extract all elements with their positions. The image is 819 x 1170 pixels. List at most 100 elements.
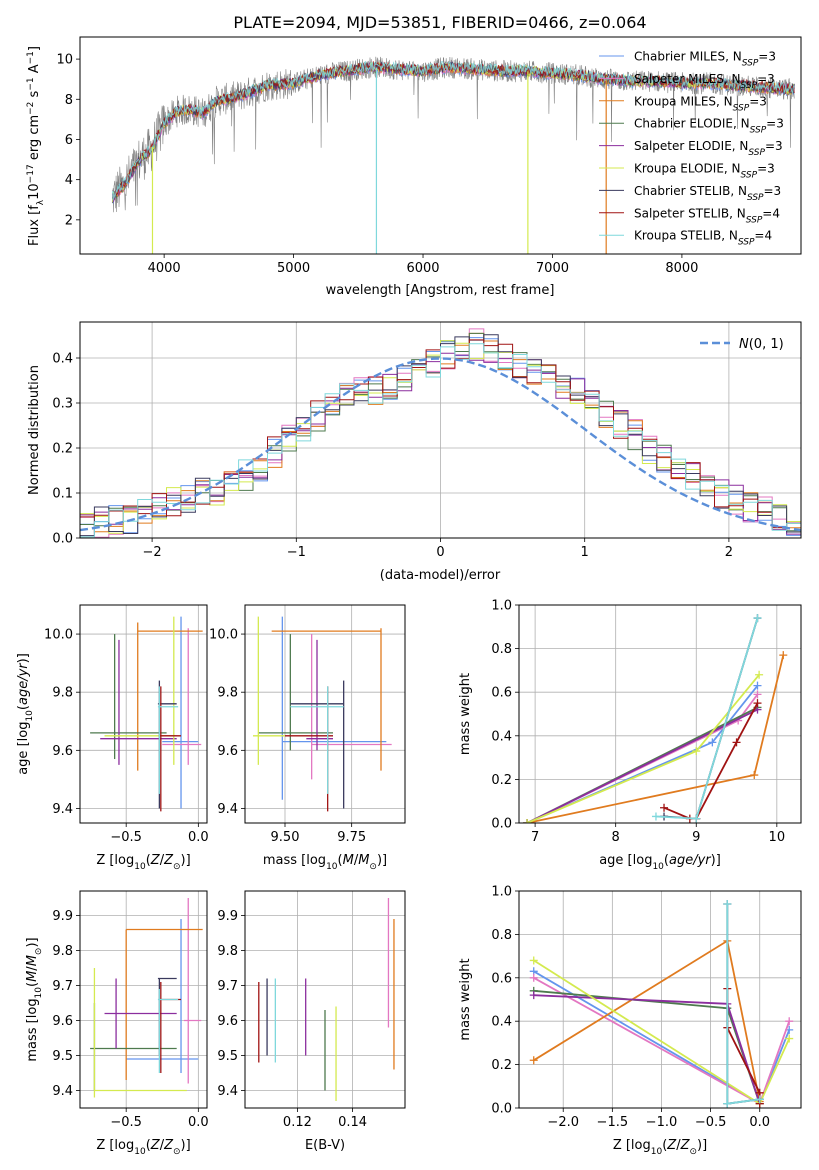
errorbar-point: [162, 628, 202, 765]
x-tick-label: −1: [287, 545, 306, 560]
y-tick-label: 10.0: [209, 628, 238, 643]
y-tick-label: 6: [65, 133, 73, 148]
y-tick-label: 0.4: [52, 352, 73, 367]
errorbar-point: [93, 968, 187, 1098]
mass-vs-ebv-panel: 0.12 0.14 9.4 9.5 9.6 9.7 9.8 9.9 E(B-V): [217, 890, 406, 1153]
axes-frame: [79, 890, 208, 1109]
errorbar-point: [157, 686, 179, 794]
y-tick-label: 0.6: [491, 686, 512, 701]
errorbar-point: [100, 639, 177, 765]
massweight-point-marker: [523, 819, 532, 823]
legend-label: Kroupa MILES, NSSP=3: [634, 94, 767, 113]
axes-frame: [79, 36, 802, 255]
massweight-point-marker: [785, 1034, 794, 1043]
y-tick-label: 10.0: [44, 628, 73, 643]
spectrum-legend: Chabrier MILES, NSSP=3 Salpeter MILES, NS…: [599, 50, 784, 248]
x-tick-label: 1: [581, 545, 589, 560]
x-tick-label: 6000: [406, 261, 439, 276]
massweight-point-marker: [732, 738, 741, 747]
axes-frame: [518, 604, 802, 824]
x-tick-label: −0.5: [110, 830, 142, 845]
massweight-point-marker: [755, 1095, 764, 1104]
x-axis-label: Z [log10(Z/Z⊙)]: [96, 853, 190, 872]
x-axis-label: age [log10(age/yr)]: [599, 853, 721, 872]
scatter-plot-area: [90, 898, 203, 1098]
age-vs-metallicity-panel: −0.5 0.0 9.4 9.6 9.8 10.0 Z [log10(Z/Z⊙)] age […: [16, 604, 209, 872]
y-tick-label: 9.8: [52, 686, 73, 701]
axes-frame: [244, 604, 406, 824]
massweight-point-marker: [529, 956, 538, 965]
legend-label: Chabrier ELODIE, NSSP=3: [634, 117, 784, 136]
x-tick-label: 0.14: [338, 1115, 367, 1130]
x-tick-label: 2: [725, 545, 733, 560]
x-axis-label: (data-model)/error: [380, 568, 501, 583]
y-tick-label: 9.6: [217, 1014, 238, 1029]
line-plot-area: [529, 900, 794, 1108]
y-tick-label: 9.4: [52, 802, 73, 817]
x-tick-label: −1.5: [597, 1115, 629, 1130]
massweight-point-marker: [529, 991, 538, 1000]
spectrum-plot-area: [111, 56, 795, 254]
y-tick-label: 9.5: [52, 1049, 73, 1064]
y-tick-label: 9.4: [52, 1084, 73, 1099]
y-tick-label: 9.8: [52, 944, 73, 959]
y-tick-label: 9.6: [52, 744, 73, 759]
y-axis-label: mass weight: [458, 958, 473, 1040]
x-tick-label: 10: [769, 830, 786, 845]
massweight-point-marker: [779, 651, 788, 660]
y-tick-label: 9.6: [217, 744, 238, 759]
errorbar-point: [290, 686, 344, 794]
errorbar-point: [162, 616, 199, 809]
legend-label: N(0, 1): [739, 337, 784, 352]
x-axis-label: Z [log10(Z/Z⊙)]: [96, 1138, 190, 1157]
x-tick-label: 4000: [148, 261, 181, 276]
y-axis-label: mass [log10(M/M⊙)]: [25, 937, 44, 1061]
y-tick-label: 4: [65, 173, 73, 188]
y-tick-label: 1.0: [491, 885, 512, 900]
x-tick-label: −0.5: [110, 1115, 142, 1130]
x-tick-label: 7: [531, 830, 539, 845]
massweight-point-marker: [723, 1099, 732, 1108]
massweight-point-marker: [753, 681, 762, 690]
errorbar-point: [125, 928, 203, 1080]
y-tick-label: 2: [65, 213, 73, 228]
x-axis-label: wavelength [Angstrom, rest frame]: [326, 283, 555, 298]
scatter-plot-area: [258, 898, 395, 1101]
y-axis-label: Flux [fλ10−17 erg cm−2 s−1 A−1]: [26, 46, 46, 246]
y-tick-label: 8: [65, 93, 73, 108]
legend-label: Kroupa STELIB, NSSP=4: [634, 229, 772, 248]
axes-frame: [244, 890, 406, 1109]
massweight-point-marker: [660, 803, 669, 812]
legend-label: Chabrier STELIB, NSSP=3: [634, 184, 781, 203]
scatter-plot-area: [253, 616, 392, 812]
massweight-vs-age-panel: 7 8 9 10 0.0 0.2 0.4 0.6 0.8 1.0 age [log10(age/yr…: [458, 599, 802, 872]
y-tick-label: 0.8: [491, 642, 512, 657]
spectrum-panel: 4000 5000 6000 7000 8000 2 4 6 8 10 wavelength [An…: [26, 36, 802, 298]
errorbar-point: [271, 628, 382, 771]
massweight-point-marker: [708, 738, 717, 747]
legend-label: Salpeter ELODIE, NSSP=3: [634, 139, 783, 158]
legend-label: Chabrier MILES, NSSP=3: [634, 50, 776, 69]
errorbar-point: [253, 616, 285, 765]
massweight-point-marker: [750, 771, 759, 780]
axes-frame: [79, 604, 208, 824]
x-tick-label: −0.5: [695, 1115, 727, 1130]
legend-label: Kroupa ELODIE, NSSP=3: [634, 162, 775, 181]
legend-label: Salpeter MILES, NSSP=3: [634, 72, 775, 91]
massweight-point-marker: [753, 699, 762, 708]
massweight-point-marker: [753, 614, 762, 623]
y-tick-label: 0.2: [491, 773, 512, 788]
axes-frame: [518, 890, 802, 1109]
y-tick-label: 10: [56, 53, 73, 68]
errorbar-point: [290, 680, 345, 809]
errorbar-point: [104, 978, 177, 1049]
massweight-point-marker: [529, 1056, 538, 1065]
y-tick-label: 0.0: [491, 817, 512, 832]
massweight-point-marker: [692, 747, 701, 756]
x-tick-label: 0.0: [749, 1115, 770, 1130]
massweight-point-marker: [755, 670, 764, 679]
x-tick-label: 9.50: [271, 830, 300, 845]
x-tick-label: 9: [692, 830, 700, 845]
y-tick-label: 9.5: [217, 1049, 238, 1064]
y-tick-label: 0.4: [491, 729, 512, 744]
